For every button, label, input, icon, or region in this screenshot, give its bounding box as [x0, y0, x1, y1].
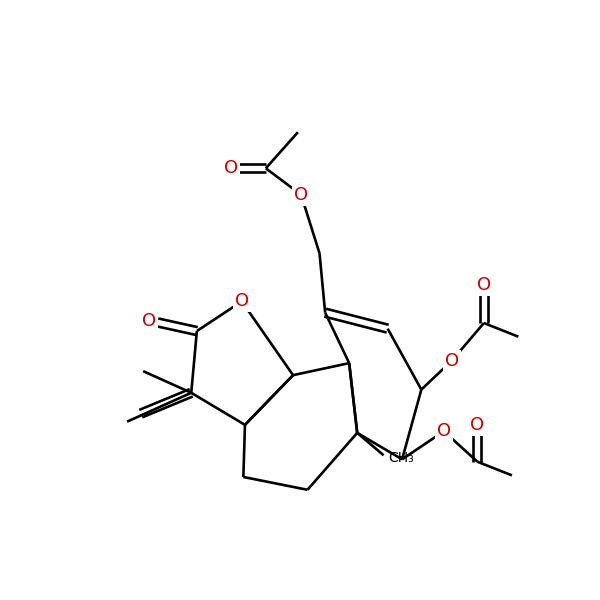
Text: CH₃: CH₃ — [388, 451, 414, 465]
Text: O: O — [445, 352, 459, 370]
Text: O: O — [235, 292, 249, 310]
Text: O: O — [470, 416, 485, 434]
Text: O: O — [437, 422, 451, 440]
Text: O: O — [477, 277, 491, 295]
Text: O: O — [224, 160, 238, 178]
Text: O: O — [294, 186, 308, 204]
Text: O: O — [142, 311, 157, 329]
